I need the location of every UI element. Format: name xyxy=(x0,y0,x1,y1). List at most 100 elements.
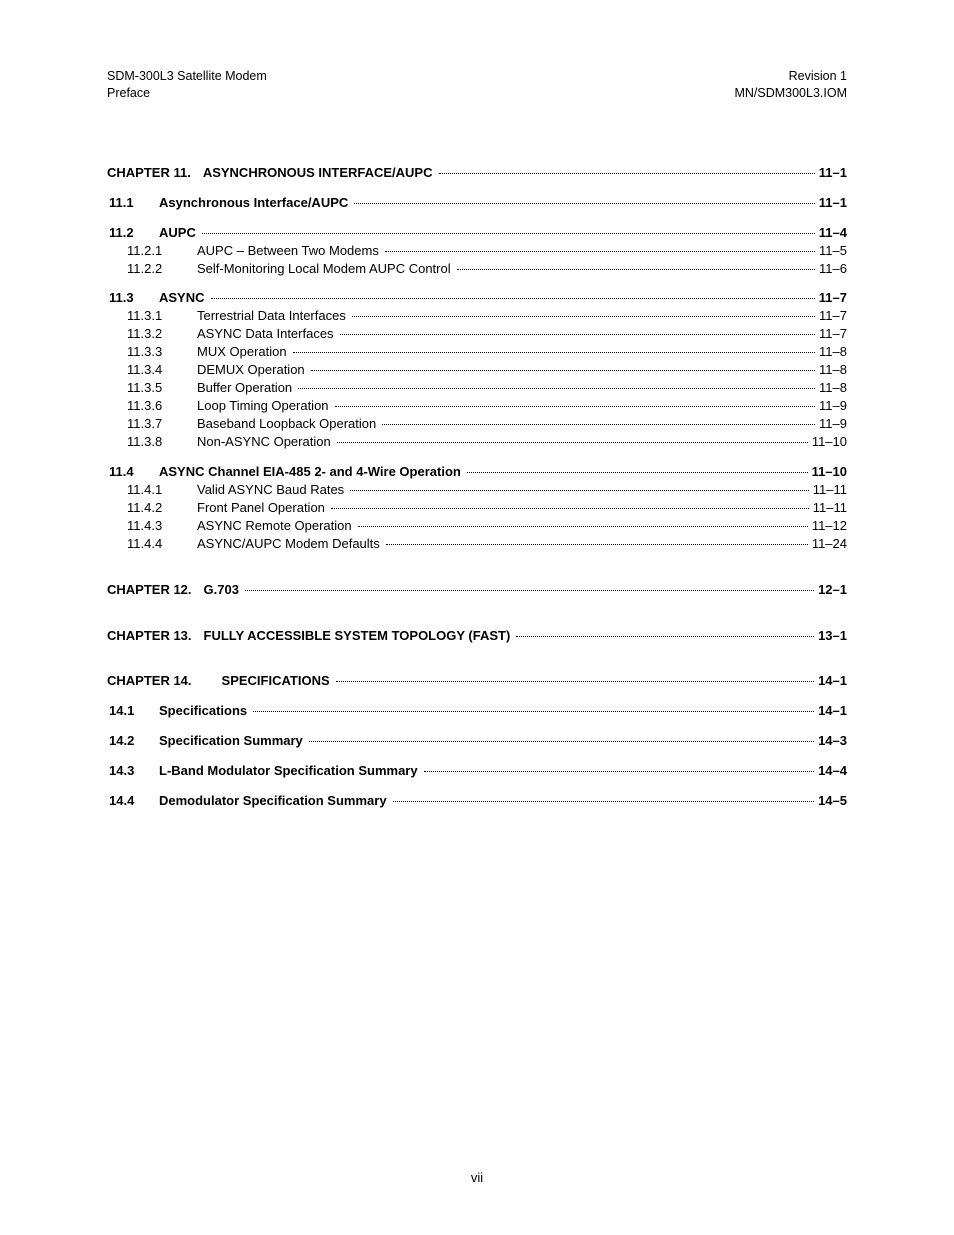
toc-dots-leader xyxy=(335,406,816,407)
toc-entry: 11.4.3ASYNC Remote Operation11–12 xyxy=(127,517,847,535)
toc-entry: CHAPTER 12.G.70312–1 xyxy=(107,581,847,599)
toc-entry-title: Self-Monitoring Local Modem AUPC Control xyxy=(197,260,451,278)
toc-entry-title: DEMUX Operation xyxy=(197,361,305,379)
toc-entry-number: 11.3.7 xyxy=(127,415,197,433)
toc-entry-title: MUX Operation xyxy=(197,343,287,361)
toc-dots-leader xyxy=(439,173,815,174)
toc-entry-page: 11–24 xyxy=(812,535,847,553)
toc-entry-number: 11.4.1 xyxy=(127,481,197,499)
toc-entry-number: 11.4.3 xyxy=(127,517,197,535)
toc-dots-leader xyxy=(350,490,809,491)
toc-entry-page: 11–11 xyxy=(813,481,847,499)
toc-dots-leader xyxy=(298,388,815,389)
toc-entry-number: CHAPTER 12. xyxy=(107,581,192,599)
toc-gap xyxy=(107,212,847,224)
toc-gap xyxy=(107,599,847,627)
toc-entry-title: Specification Summary xyxy=(159,732,303,750)
toc-entry-title: ASYNC/AUPC Modem Defaults xyxy=(197,535,380,553)
toc-dots-leader xyxy=(424,771,814,772)
toc-entry-page: 11–10 xyxy=(812,463,847,481)
toc-entry-number: 11.3 xyxy=(109,289,157,307)
toc-entry: 11.2.1AUPC – Between Two Modems11–5 xyxy=(127,242,847,260)
toc-entry-number: 11.3.6 xyxy=(127,397,197,415)
toc-entry: 11.1Asynchronous Interface/AUPC 11–1 xyxy=(109,194,847,212)
toc-entry-number: 11.4.2 xyxy=(127,499,197,517)
toc-entry-page: 11–7 xyxy=(819,325,847,343)
toc-entry-title: ASYNC Remote Operation xyxy=(197,517,352,535)
toc-entry-title: ASYNC xyxy=(159,289,205,307)
toc-entry-page: 11–11 xyxy=(813,499,847,517)
toc-entry: 14.2Specification Summary 14–3 xyxy=(109,732,847,750)
toc-entry-page: 11–8 xyxy=(819,361,847,379)
toc-entry-page: 11–1 xyxy=(819,194,847,212)
toc-entry-page: 11–8 xyxy=(819,343,847,361)
toc-entry-number: CHAPTER 14. xyxy=(107,672,192,690)
toc-entry-title: Demodulator Specification Summary xyxy=(159,792,387,810)
toc-entry-page: 14–4 xyxy=(818,762,847,780)
toc-gap xyxy=(107,553,847,581)
header-product: SDM-300L3 Satellite Modem xyxy=(107,68,267,85)
toc-entry-number: 11.3.2 xyxy=(127,325,197,343)
toc-entry: 11.3.1Terrestrial Data Interfaces11–7 xyxy=(127,307,847,325)
toc-dots-leader xyxy=(385,251,815,252)
toc-entry-number: 11.3.3 xyxy=(127,343,197,361)
toc-entry-number: CHAPTER 13. xyxy=(107,627,192,645)
toc-entry: 11.2AUPC11–4 xyxy=(109,224,847,242)
toc-dots-leader xyxy=(293,352,815,353)
toc-entry-title: FULLY ACCESSIBLE SYSTEM TOPOLOGY (FAST) xyxy=(204,627,511,645)
toc-entry-page: 11–7 xyxy=(819,289,847,307)
toc-gap xyxy=(107,182,847,194)
toc-entry: 11.3.2ASYNC Data Interfaces11–7 xyxy=(127,325,847,343)
toc-entry: 11.3.8Non-ASYNC Operation11–10 xyxy=(127,433,847,451)
toc-entry: 11.3ASYNC 11–7 xyxy=(109,289,847,307)
toc-entry-title: Loop Timing Operation xyxy=(197,397,329,415)
toc-dots-leader xyxy=(354,203,815,204)
toc-entry: 11.3.3MUX Operation 11–8 xyxy=(127,343,847,361)
toc-entry-title: Valid ASYNC Baud Rates xyxy=(197,481,344,499)
toc-entry-title: AUPC xyxy=(159,224,196,242)
header-section: Preface xyxy=(107,85,267,102)
toc-entry-number: 11.1 xyxy=(109,194,157,212)
header-docnum: MN/SDM300L3.IOM xyxy=(734,85,847,102)
toc-gap xyxy=(107,451,847,463)
toc-entry: 11.2.2Self-Monitoring Local Modem AUPC C… xyxy=(127,260,847,278)
toc-entry-title: Non-ASYNC Operation xyxy=(197,433,331,451)
toc-entry-number: 11.3.5 xyxy=(127,379,197,397)
toc-entry-title: Baseband Loopback Operation xyxy=(197,415,376,433)
toc-entry-title: ASYNCHRONOUS INTERFACE/AUPC xyxy=(203,164,433,182)
toc-entry-page: 11–7 xyxy=(819,307,847,325)
toc-entry-title: SPECIFICATIONS xyxy=(222,672,330,690)
toc-entry-number: 11.4 xyxy=(109,463,157,481)
toc-entry-number: 14.2 xyxy=(109,732,157,750)
toc-entry-page: 11–9 xyxy=(819,415,847,433)
page-footer: vii xyxy=(0,1170,954,1185)
toc-entry-number: 11.4.4 xyxy=(127,535,197,553)
toc-entry: 11.4.4ASYNC/AUPC Modem Defaults 11–24 xyxy=(127,535,847,553)
toc-dots-leader xyxy=(516,636,814,637)
toc-entry-page: 11–5 xyxy=(819,242,847,260)
toc-entry: 14.1Specifications14–1 xyxy=(109,702,847,720)
toc-entry-title: Asynchronous Interface/AUPC xyxy=(159,194,348,212)
toc-dots-leader xyxy=(352,316,815,317)
toc-dots-leader xyxy=(202,233,815,234)
toc-entry: 11.4ASYNC Channel EIA-485 2- and 4-Wire … xyxy=(109,463,847,481)
page-header: SDM-300L3 Satellite Modem Preface Revisi… xyxy=(107,68,847,102)
toc-entry-number: 11.2.2 xyxy=(127,260,197,278)
toc-gap xyxy=(107,750,847,762)
header-left: SDM-300L3 Satellite Modem Preface xyxy=(107,68,267,102)
toc-entry-number: 11.2 xyxy=(109,224,157,242)
toc-entry-page: 11–10 xyxy=(812,433,847,451)
toc-entry: CHAPTER 13. FULLY ACCESSIBLE SYSTEM TOPOL… xyxy=(107,627,847,645)
toc-entry-page: 11–1 xyxy=(819,164,847,182)
toc-dots-leader xyxy=(337,442,808,443)
toc-entry-page: 14–3 xyxy=(818,732,847,750)
toc-dots-leader xyxy=(331,508,809,509)
table-of-contents: CHAPTER 11. ASYNCHRONOUS INTERFACE/AUPC 11… xyxy=(107,164,847,810)
toc-entry-title: Specifications xyxy=(159,702,247,720)
toc-entry-number: 11.2.1 xyxy=(127,242,197,260)
toc-entry: 11.3.4DEMUX Operation11–8 xyxy=(127,361,847,379)
toc-entry: 11.4.1Valid ASYNC Baud Rates 11–11 xyxy=(127,481,847,499)
toc-dots-leader xyxy=(309,741,814,742)
toc-entry-number: CHAPTER 11. xyxy=(107,164,191,182)
toc-entry-page: 13–1 xyxy=(818,627,847,645)
